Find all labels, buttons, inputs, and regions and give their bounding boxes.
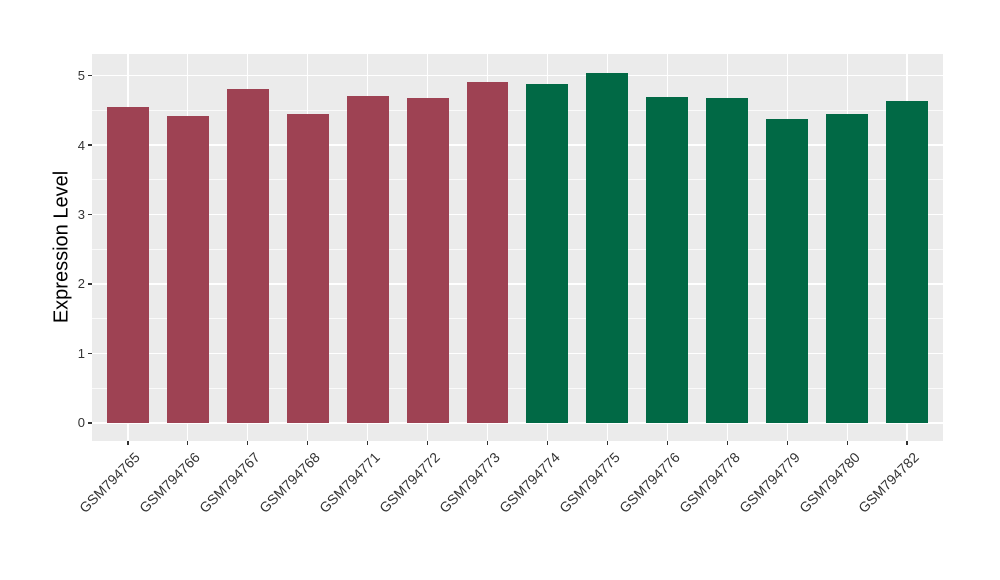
gridline-minor-y [92,248,943,250]
bar-GSM794780 [826,114,869,423]
x-axis-label-GSM794779: GSM794779 [735,449,803,516]
gridline-major-y [92,144,943,146]
bar-GSM794778 [706,98,749,423]
y-tick-mark [88,283,92,285]
y-axis-tick-label: 4 [77,137,85,153]
x-tick-mark [546,441,549,445]
bar-GSM794776 [646,97,689,423]
bar-GSM794767 [226,89,269,423]
gridline-minor-y [92,179,943,181]
bar-GSM794775 [586,72,629,423]
gridline-minor-y [92,387,943,389]
gridline-major-y [92,352,943,355]
bar-GSM794774 [526,83,569,423]
y-tick-mark [88,144,92,146]
x-tick-mark [367,441,369,445]
y-tick-mark [88,352,92,355]
x-axis-label-GSM794768: GSM794768 [256,449,324,516]
y-axis-tick-label: 5 [77,68,85,84]
gridline-major-y [92,422,943,424]
x-tick-mark [726,441,728,445]
x-axis-label-GSM794773: GSM794773 [435,449,503,516]
x-axis-label-GSM794776: GSM794776 [615,449,683,516]
x-axis-label-GSM794774: GSM794774 [495,449,563,516]
x-tick-mark [846,441,848,445]
bar-GSM794765 [106,106,149,423]
x-tick-mark [666,441,668,445]
x-tick-mark [247,441,249,445]
bar-GSM794782 [886,100,928,423]
bar-GSM794772 [406,98,449,423]
plot-panel [92,54,943,441]
x-axis-label-GSM794771: GSM794771 [316,449,384,516]
x-tick-mark [307,441,309,445]
y-tick-mark [88,74,92,77]
bar-GSM794766 [166,115,209,423]
y-axis-tick-label: 2 [77,276,85,292]
x-axis-label-GSM794778: GSM794778 [675,449,743,516]
y-axis-title: Expression Level [50,170,73,324]
y-axis-tick-label: 1 [77,345,85,361]
gridline-major-y [92,283,943,285]
x-axis-label-GSM794782: GSM794782 [855,449,923,516]
x-tick-mark [906,441,908,445]
x-tick-mark [427,441,429,445]
bar-GSM794779 [766,119,809,423]
bar-GSM794773 [466,81,509,423]
x-axis-label-GSM794775: GSM794775 [555,449,623,516]
x-tick-mark [187,441,189,445]
y-tick-mark [88,213,92,216]
bar-GSM794771 [346,96,389,423]
y-tick-mark [88,422,92,424]
x-tick-mark [606,441,608,445]
x-axis-label-GSM794772: GSM794772 [376,449,443,516]
x-axis-label-GSM794780: GSM794780 [795,449,863,516]
x-tick-mark [486,441,489,445]
x-axis-label-GSM794766: GSM794766 [136,449,204,516]
x-tick-mark [127,441,129,445]
y-axis-tick-label: 0 [77,415,85,431]
y-axis-tick-label: 3 [77,206,85,222]
gridline-major-y [92,213,943,216]
gridline-minor-y [92,318,943,320]
gridline-minor-y [92,109,943,111]
x-axis-label-GSM794765: GSM794765 [76,449,144,516]
gridline-major-y [92,74,943,77]
x-axis-label-GSM794767: GSM794767 [196,449,264,516]
x-tick-mark [786,441,788,445]
bar-GSM794768 [286,113,329,423]
